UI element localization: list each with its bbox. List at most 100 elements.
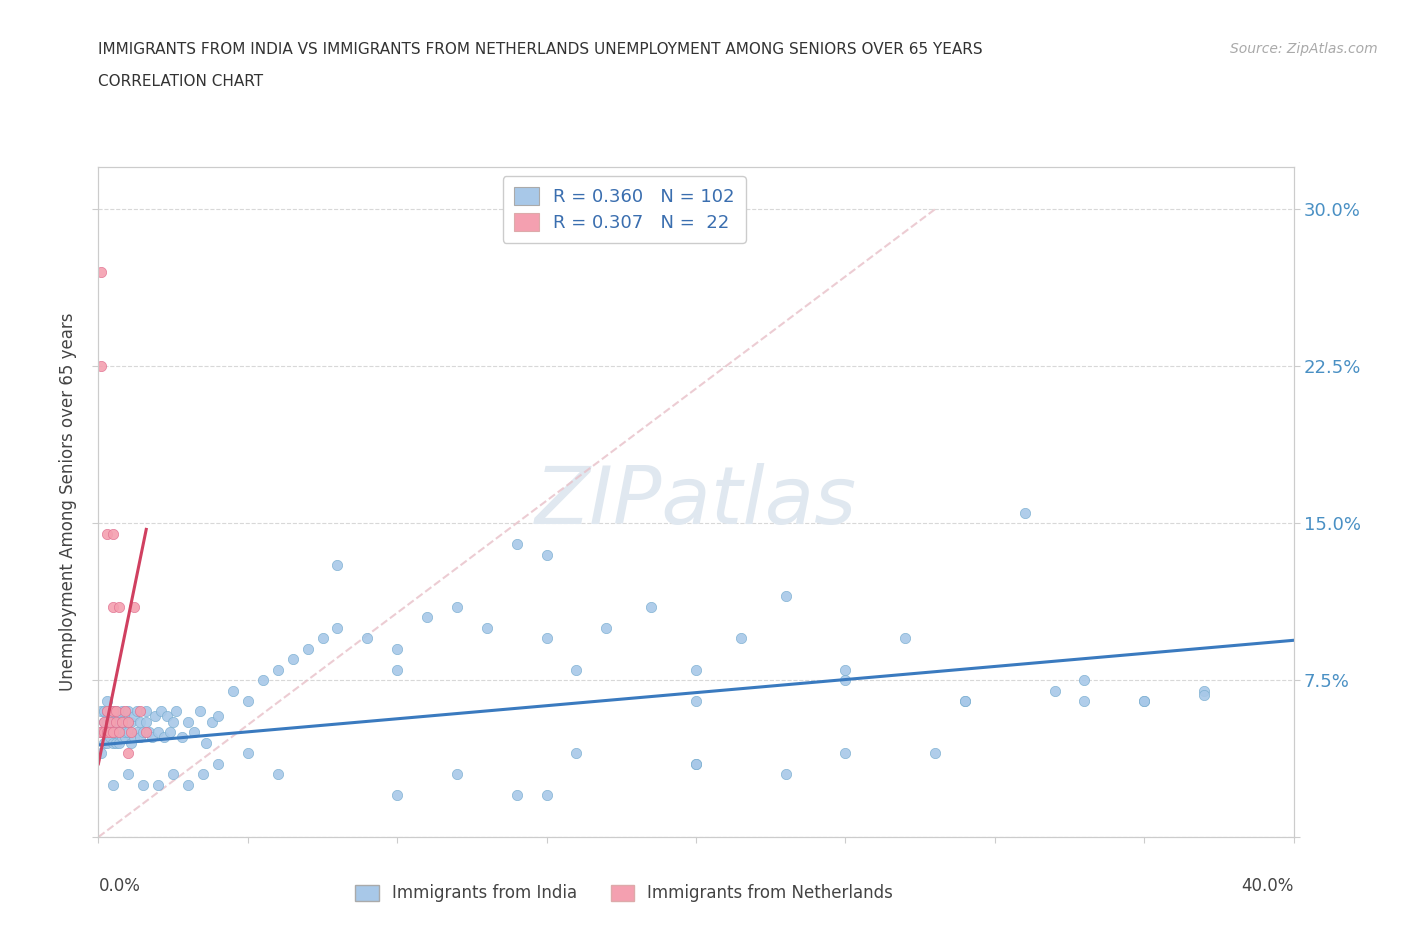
Point [385,642,409,657]
Point [103,777,125,792]
Point [90,725,112,740]
Point [416,610,439,625]
Point [96,704,118,719]
Point [93,736,115,751]
Point [141,729,163,744]
Point [105,704,128,719]
Point [96,725,118,740]
Point [565,662,588,677]
Point [536,547,558,562]
Point [326,620,349,635]
Point [506,537,529,551]
Point [124,709,146,724]
Point [96,526,118,541]
Point [114,704,136,719]
Legend: Immigrants from India, Immigrants from Netherlands: Immigrants from India, Immigrants from N… [349,878,900,909]
Point [108,714,131,729]
Point [93,704,115,719]
Point [685,756,707,771]
Point [506,788,529,803]
Point [100,714,122,729]
Point [90,725,112,740]
Point [111,714,134,729]
Point [120,736,142,751]
Point [108,736,131,751]
Point [311,631,333,645]
Point [105,725,128,740]
Text: Source: ZipAtlas.com: Source: ZipAtlas.com [1230,42,1378,56]
Point [111,704,134,719]
Point [148,725,170,740]
Point [114,714,136,729]
Point [111,729,134,744]
Point [90,359,112,374]
Point [177,777,200,792]
Point [105,714,128,729]
Point [129,714,152,729]
Y-axis label: Unemployment Among Seniors over 65 years: Unemployment Among Seniors over 65 years [59,313,77,691]
Point [100,704,122,719]
Point [775,766,797,781]
Point [195,736,218,751]
Point [165,704,187,719]
Point [105,736,128,751]
Point [103,714,125,729]
Point [252,672,274,687]
Text: CORRELATION CHART: CORRELATION CHART [98,74,263,89]
Point [100,725,122,740]
Text: IMMIGRANTS FROM INDIA VS IMMIGRANTS FROM NETHERLANDS UNEMPLOYMENT AMONG SENIORS : IMMIGRANTS FROM INDIA VS IMMIGRANTS FROM… [98,42,983,57]
Point [96,714,118,729]
Point [120,725,142,740]
Point [114,725,136,740]
Point [135,714,157,729]
Point [446,600,468,615]
Point [100,714,122,729]
Point [1133,694,1156,709]
Point [120,714,142,729]
Point [385,662,409,677]
Point [90,265,112,280]
Point [148,777,170,792]
Text: 0.0%: 0.0% [98,877,141,896]
Point [536,631,558,645]
Text: ZIPatlas: ZIPatlas [534,463,858,541]
Point [536,788,558,803]
Point [172,729,194,744]
Point [90,725,112,740]
Point [775,589,797,604]
Point [207,709,229,724]
Point [153,729,176,744]
Point [685,662,707,677]
Point [834,662,856,677]
Point [162,766,184,781]
Point [953,694,976,709]
Point [297,642,319,657]
Point [103,704,125,719]
Point [105,721,128,736]
Point [267,766,290,781]
Point [1192,687,1215,702]
Point [117,766,139,781]
Point [1192,683,1215,698]
Point [150,704,173,719]
Point [103,736,125,751]
Point [326,558,349,573]
Point [475,620,498,635]
Point [117,714,139,729]
Point [105,704,128,719]
Point [100,725,122,740]
Point [159,725,181,740]
Point [595,620,617,635]
Point [356,631,378,645]
Point [96,694,118,709]
Point [108,725,131,740]
Point [103,725,125,740]
Text: 40.0%: 40.0% [1241,877,1294,896]
Point [132,725,155,740]
Point [100,729,122,744]
Point [191,766,214,781]
Point [207,756,229,771]
Point [685,694,707,709]
Point [108,725,131,740]
Point [894,631,917,645]
